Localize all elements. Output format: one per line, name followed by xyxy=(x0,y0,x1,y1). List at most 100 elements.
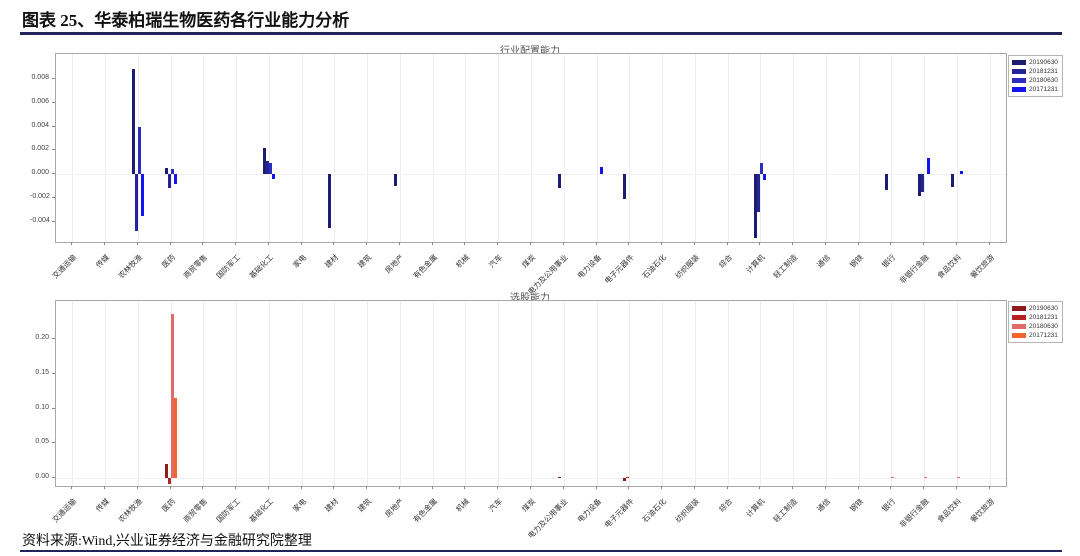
zero-line xyxy=(56,478,1006,480)
legend-entry-label: 20190630 xyxy=(1029,59,1058,66)
gridline xyxy=(498,301,500,486)
bar xyxy=(328,174,332,228)
bar xyxy=(757,174,761,213)
chart-title: 选股能力 xyxy=(510,293,550,304)
bar xyxy=(271,174,275,179)
x-axis-tick-mark xyxy=(431,242,433,245)
x-axis-tick-mark xyxy=(333,486,335,489)
y-axis-tick-label: -0.002 xyxy=(30,192,50,200)
bar xyxy=(393,174,397,187)
figure-caption: 图表 25、华泰柏瑞生物医药各行业能力分析 xyxy=(22,11,350,30)
gridline xyxy=(858,54,860,242)
x-axis-tick-mark xyxy=(104,242,106,245)
x-axis-tick-mark xyxy=(988,486,990,489)
x-axis-tick-mark xyxy=(759,486,761,489)
gridline xyxy=(465,54,467,242)
gridline xyxy=(236,54,238,242)
bar xyxy=(170,169,174,175)
gridline xyxy=(432,54,434,242)
gridline xyxy=(694,301,696,486)
x-axis-tick-mark xyxy=(988,242,990,245)
y-axis-tick-label: 0.006 xyxy=(31,97,49,105)
gridline xyxy=(563,301,565,486)
gridline xyxy=(367,54,369,242)
gridline xyxy=(825,54,827,242)
bar xyxy=(921,174,925,193)
x-axis-tick-mark xyxy=(235,242,237,245)
y-axis-tick-label: 0.05 xyxy=(35,438,49,446)
gridline xyxy=(137,301,139,486)
gridline xyxy=(891,54,893,242)
x-axis-tick-mark xyxy=(890,486,892,489)
bar xyxy=(173,398,177,479)
plot-area xyxy=(55,53,1007,243)
legend-entry: 20180630 xyxy=(1012,322,1058,331)
x-axis-tick-mark xyxy=(595,486,597,489)
gridline xyxy=(367,301,369,486)
legend-entry: 20171231 xyxy=(1012,85,1058,94)
allocation-ability-chart: 行业配置能力 0.008 0.006 0.004 0.002 0.000 -0.002 -0.… xyxy=(30,42,1076,296)
bottom-rule xyxy=(20,550,1062,552)
x-axis-tick-mark xyxy=(464,486,466,489)
legend-swatch xyxy=(1012,69,1026,74)
x-axis-tick-mark xyxy=(824,486,826,489)
x-axis-tick-mark xyxy=(661,242,663,245)
gridline xyxy=(596,54,598,242)
gridline xyxy=(956,54,958,242)
bar xyxy=(167,174,171,189)
legend-swatch xyxy=(1012,78,1026,83)
bar xyxy=(167,478,171,484)
x-axis-tick-mark xyxy=(104,486,106,489)
x-axis-tick-label-text: 非银行金融 xyxy=(897,252,931,286)
y-axis-tick-label: 0.000 xyxy=(31,169,49,177)
gridline xyxy=(629,301,631,486)
x-axis-tick-label-text: 餐饮旅游 xyxy=(968,496,996,525)
x-axis-tick-mark xyxy=(333,242,335,245)
legend-entry-label: 20171231 xyxy=(1029,86,1058,93)
legend-entry-label: 20181231 xyxy=(1029,68,1058,75)
chart-title: 行业配置能力 xyxy=(500,46,560,57)
zero-line xyxy=(56,174,1006,176)
y-axis-tick-label: 0.10 xyxy=(35,403,49,411)
x-axis-tick-mark xyxy=(235,486,237,489)
gridline xyxy=(662,54,664,242)
plot-area xyxy=(55,300,1007,487)
x-axis-tick-label-text: 电子元器件 xyxy=(602,496,636,530)
gridline xyxy=(301,301,303,486)
x-axis-tick-mark xyxy=(726,242,728,245)
gridline xyxy=(727,301,729,486)
gridline xyxy=(301,54,303,242)
x-axis-tick-mark xyxy=(398,242,400,245)
x-axis-tick-mark xyxy=(562,486,564,489)
bar xyxy=(950,174,954,188)
bar xyxy=(927,157,931,175)
bar xyxy=(140,174,144,216)
legend-swatch xyxy=(1012,87,1026,92)
gridline xyxy=(694,54,696,242)
x-axis-tick-mark xyxy=(562,242,564,245)
gridline xyxy=(334,54,336,242)
bar xyxy=(134,174,138,232)
legend: 20190630 20181231 20180630 20171231 xyxy=(1008,55,1063,97)
bar xyxy=(137,126,141,175)
y-axis-tick-mark xyxy=(52,125,55,127)
gridline xyxy=(105,54,107,242)
bar xyxy=(754,174,758,239)
x-axis-tick-mark xyxy=(923,486,925,489)
x-axis-tick-mark xyxy=(530,486,531,489)
x-axis-tick-mark xyxy=(955,486,957,489)
gridline xyxy=(924,54,926,242)
gridline xyxy=(760,54,762,242)
y-axis-tick-mark xyxy=(52,196,55,198)
legend-entry-label: 20180630 xyxy=(1029,323,1058,330)
x-axis-tick-mark xyxy=(923,242,925,245)
legend-swatch xyxy=(1012,333,1026,338)
gridline xyxy=(956,301,958,486)
y-axis-tick-mark xyxy=(52,220,55,222)
gridline xyxy=(203,301,205,486)
bar xyxy=(623,478,627,482)
y-axis-tick-label: 0.15 xyxy=(35,368,49,376)
y-axis-tick-label: 0.002 xyxy=(31,145,49,153)
gridline xyxy=(236,301,238,486)
